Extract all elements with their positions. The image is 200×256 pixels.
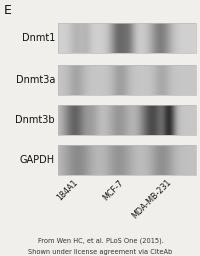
Text: GAPDH: GAPDH bbox=[20, 155, 55, 165]
Bar bbox=[58, 23, 195, 53]
Text: Shown under license agreement via CiteAb: Shown under license agreement via CiteAb bbox=[28, 249, 172, 255]
Text: MCF-7: MCF-7 bbox=[100, 178, 124, 202]
Text: From Wen HC, et al. PLoS One (2015).: From Wen HC, et al. PLoS One (2015). bbox=[37, 238, 163, 244]
Bar bbox=[58, 65, 195, 95]
Bar bbox=[58, 145, 195, 175]
Text: MDA-MB-231: MDA-MB-231 bbox=[130, 178, 172, 221]
Text: 184A1: 184A1 bbox=[55, 178, 79, 202]
Text: Dnmt3a: Dnmt3a bbox=[16, 75, 55, 85]
Text: E: E bbox=[4, 4, 12, 17]
Text: Dnmt1: Dnmt1 bbox=[22, 33, 55, 43]
Text: Dnmt3b: Dnmt3b bbox=[15, 115, 55, 125]
Bar bbox=[58, 105, 195, 135]
